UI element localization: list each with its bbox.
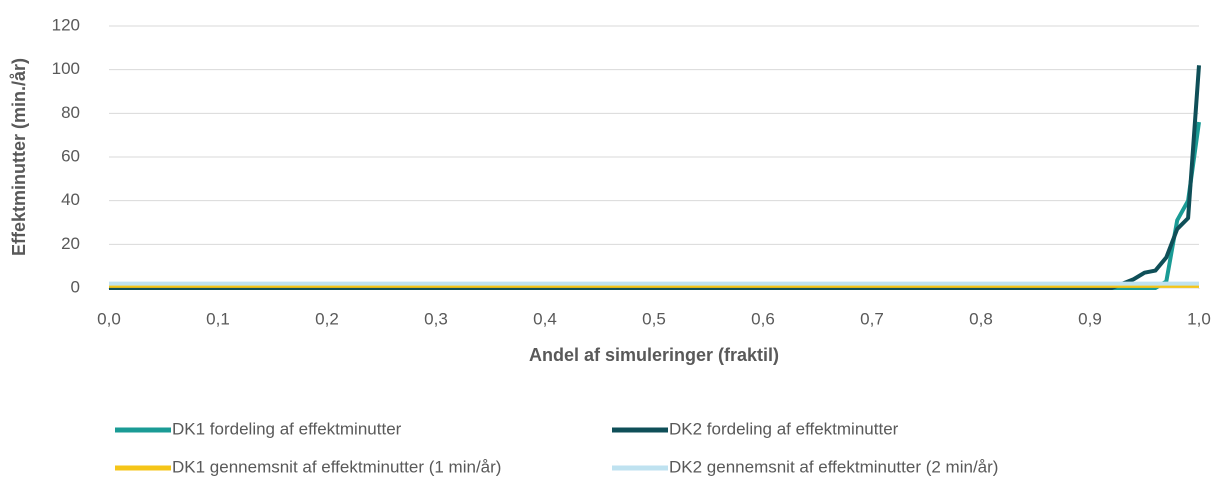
series-line bbox=[109, 121, 1201, 290]
series-line bbox=[109, 65, 1201, 290]
y-axis-title: Effektminutter (min./år) bbox=[9, 58, 29, 256]
x-axis-title: Andel af simuleringer (fraktil) bbox=[529, 345, 779, 365]
y-tick-label: 60 bbox=[61, 146, 80, 165]
x-tick-label: 0,2 bbox=[315, 309, 339, 328]
x-tick-label: 0,7 bbox=[860, 309, 884, 328]
x-tick-label: 1,0 bbox=[1187, 309, 1211, 328]
legend-label: DK1 fordeling af effektminutter bbox=[172, 419, 402, 438]
x-tick-label: 0,5 bbox=[642, 309, 666, 328]
legend-label: DK1 gennemsnit af effektminutter (1 min/… bbox=[172, 457, 501, 476]
x-tick-label: 0,9 bbox=[1078, 309, 1102, 328]
x-tick-label: 0,3 bbox=[424, 309, 448, 328]
y-tick-label: 40 bbox=[61, 190, 80, 209]
y-tick-label: 120 bbox=[52, 15, 80, 34]
legend-label: DK2 gennemsnit af effektminutter (2 min/… bbox=[669, 457, 998, 476]
legend-label: DK2 fordeling af effektminutter bbox=[669, 419, 899, 438]
y-tick-label: 100 bbox=[52, 59, 80, 78]
x-tick-label: 0,4 bbox=[533, 309, 557, 328]
x-tick-label: 0,1 bbox=[206, 309, 230, 328]
y-tick-label: 80 bbox=[61, 103, 80, 122]
y-tick-label: 20 bbox=[61, 234, 80, 253]
y-tick-label: 0 bbox=[71, 277, 80, 296]
x-tick-label: 0,6 bbox=[751, 309, 775, 328]
x-tick-label: 0,8 bbox=[969, 309, 993, 328]
x-tick-label: 0,0 bbox=[97, 309, 121, 328]
